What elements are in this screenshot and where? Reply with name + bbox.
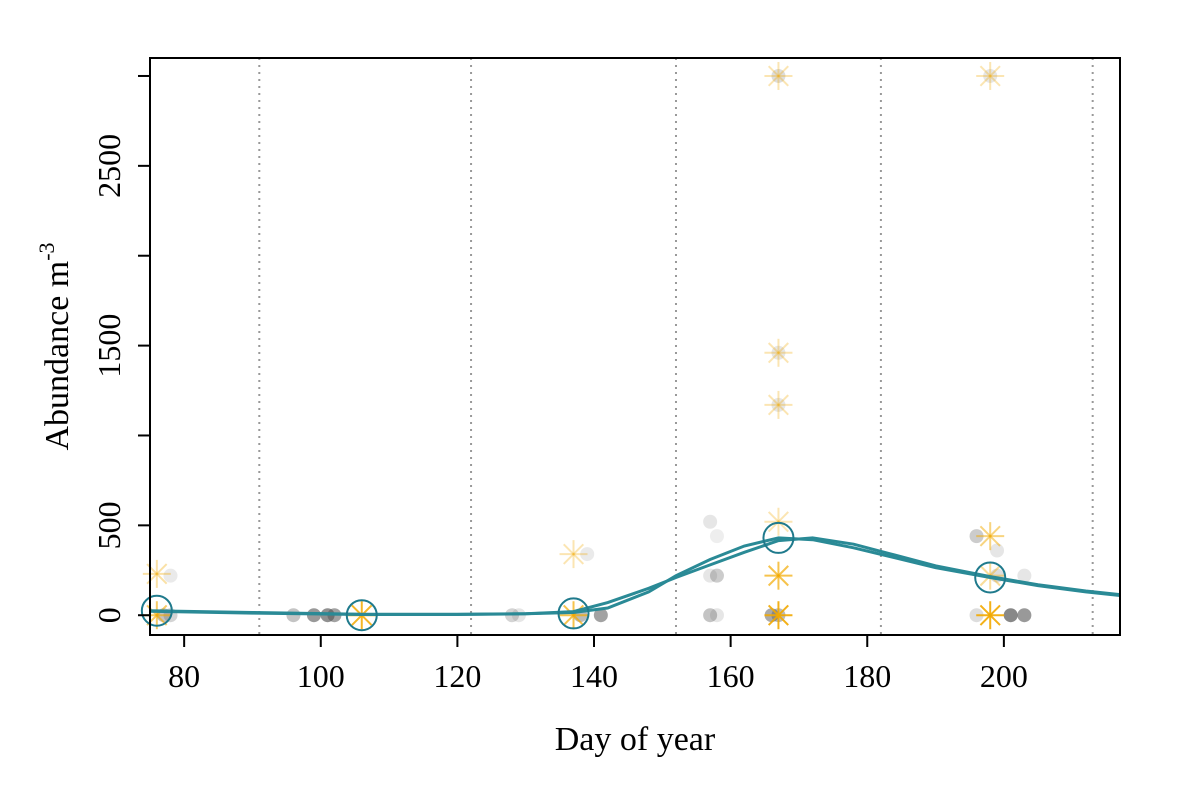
- x-tick-label: 140: [570, 658, 618, 694]
- asterisk-marker: [976, 522, 1005, 551]
- mean-circle: [974, 561, 1007, 594]
- vertical-reference-lines: [258, 58, 1094, 635]
- data-point: [703, 568, 718, 583]
- data-point: [983, 68, 998, 83]
- mean-circle: [557, 597, 590, 630]
- data-point: [286, 608, 301, 623]
- mean-circle: [345, 599, 378, 632]
- y-axis-title: Abundance m-3: [34, 242, 76, 450]
- fit-lines: [149, 536, 1121, 616]
- data-point: [1017, 568, 1032, 583]
- data-point: [709, 608, 724, 623]
- data-point: [1017, 608, 1032, 623]
- x-tick-label: 100: [297, 658, 345, 694]
- data-point: [709, 568, 724, 583]
- y-tick-label: 2500: [91, 134, 127, 198]
- asterisk-marker: [976, 601, 1005, 630]
- mean-markers: [140, 521, 1007, 632]
- asterisk-marker: [764, 601, 793, 630]
- x-axis-title: Day of year: [555, 721, 716, 758]
- data-point: [709, 529, 724, 544]
- x-tick-label: 80: [168, 658, 200, 694]
- data-point: [580, 547, 595, 562]
- data-point: [703, 514, 718, 529]
- y-axis-title-main: Abundance m: [39, 261, 76, 451]
- x-tick-label: 160: [707, 658, 755, 694]
- data-point: [771, 397, 786, 412]
- fit-line: [149, 536, 1121, 616]
- data-point: [1003, 608, 1018, 623]
- asterisk-marker: [764, 338, 793, 367]
- asterisk-marker: [764, 507, 793, 536]
- plot-frame: [149, 57, 1121, 636]
- axes: 80 100 120 140 160 180 200 0 500 1500 2500: [91, 74, 1028, 694]
- x-tick-label: 120: [433, 658, 481, 694]
- x-tick-label: 180: [843, 658, 891, 694]
- data-point: [593, 608, 608, 623]
- y-tick-label: 500: [91, 501, 127, 549]
- data-point: [163, 568, 178, 583]
- asterisk-marker: [764, 61, 793, 90]
- y-axis-title-superscript: -3: [34, 242, 59, 260]
- y-tick-label: 1500: [91, 314, 127, 378]
- mean-circle: [762, 521, 795, 554]
- y-tick-label: 0: [91, 607, 127, 623]
- data-point: [990, 543, 1005, 558]
- asterisk-marker: [559, 540, 588, 569]
- asterisk-marker: [142, 559, 171, 588]
- data-point: [771, 345, 786, 360]
- data-point: [771, 68, 786, 83]
- asterisk-marker: [764, 561, 793, 590]
- asterisk-marker: [976, 61, 1005, 90]
- asterisk-marker: [764, 390, 793, 419]
- data-points: [142, 61, 1032, 630]
- data-point: [703, 608, 718, 623]
- x-tick-label: 200: [980, 658, 1028, 694]
- mean-circle: [140, 594, 173, 627]
